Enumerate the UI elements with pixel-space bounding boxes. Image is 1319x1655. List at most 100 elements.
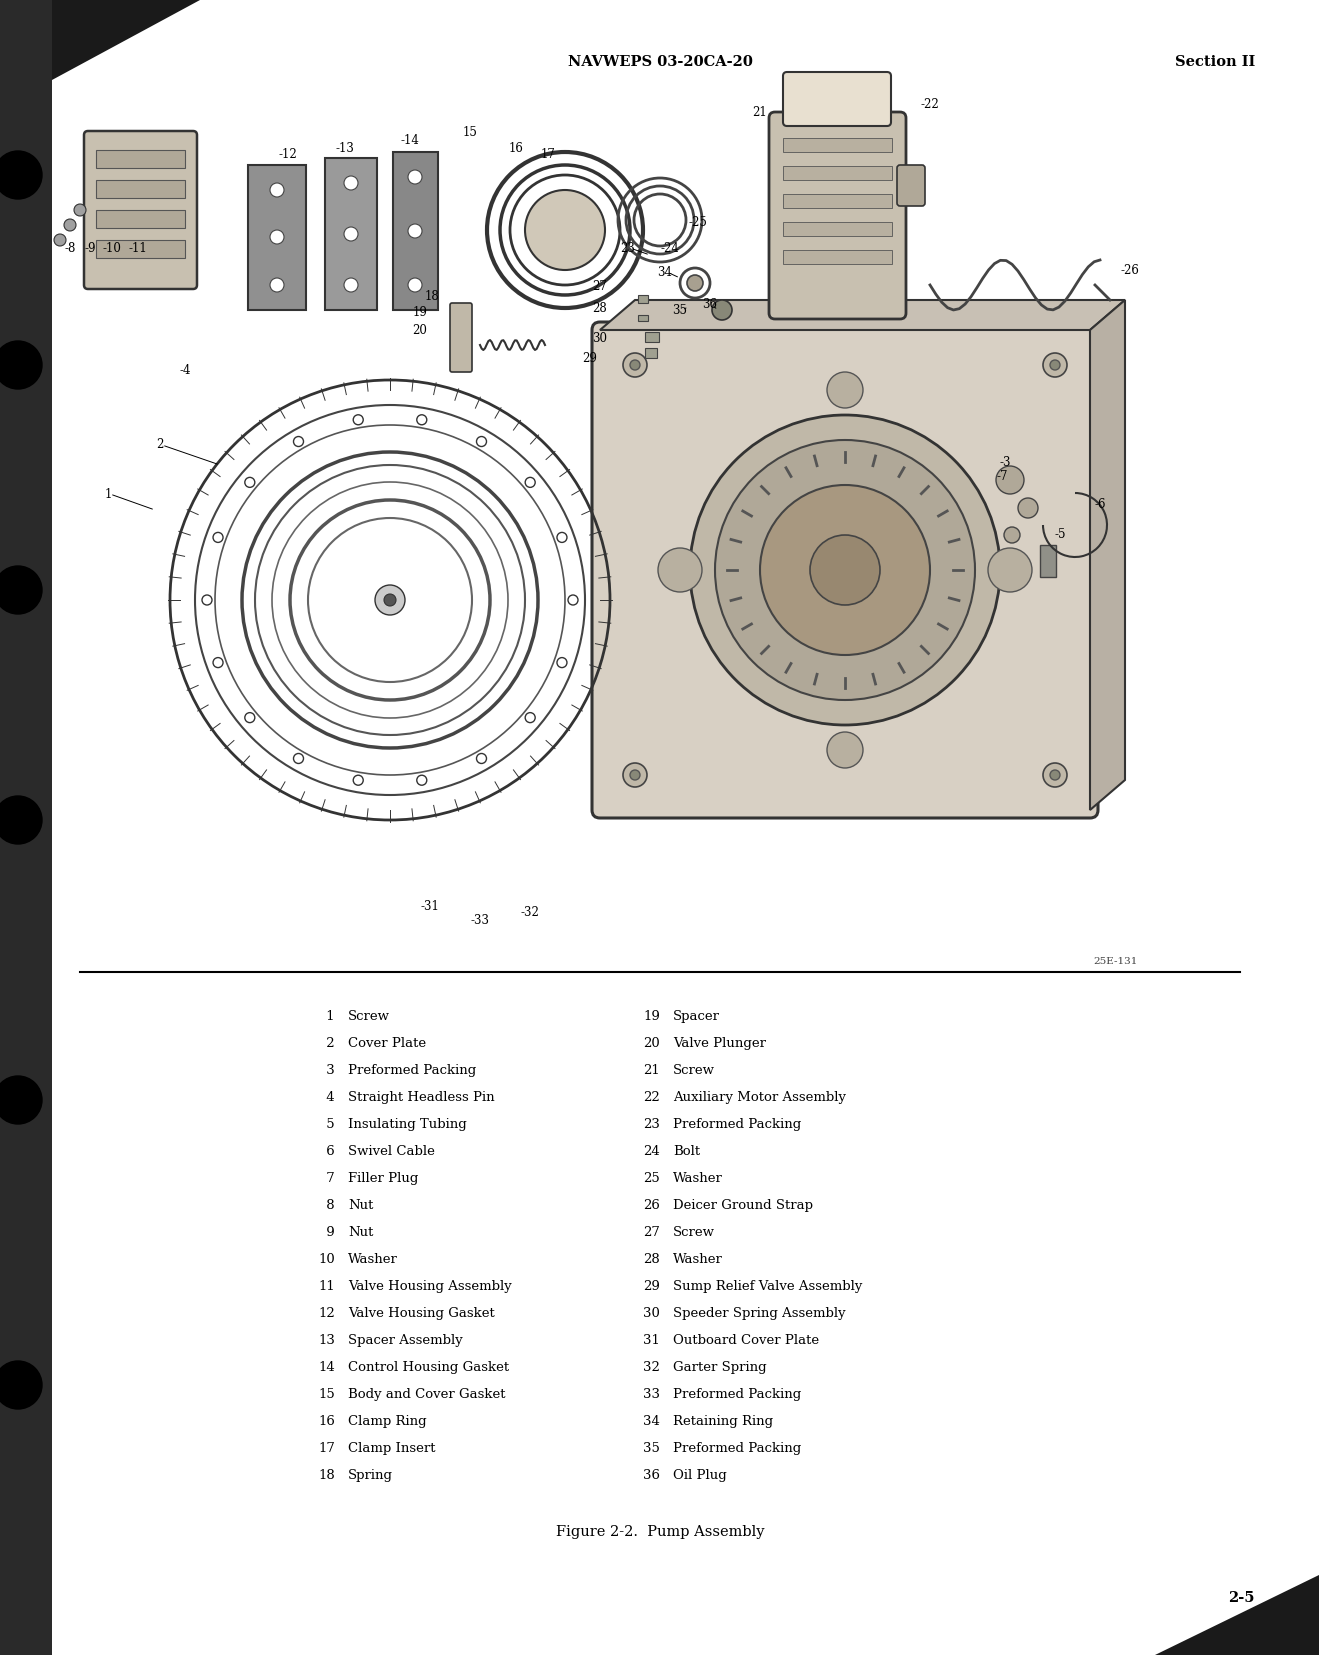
Circle shape bbox=[344, 227, 357, 242]
Polygon shape bbox=[1089, 300, 1125, 809]
Text: 15: 15 bbox=[318, 1389, 335, 1402]
Text: 20: 20 bbox=[644, 1038, 660, 1049]
Text: 30: 30 bbox=[592, 331, 608, 344]
Text: Screw: Screw bbox=[673, 1226, 715, 1240]
Text: Valve Housing Gasket: Valve Housing Gasket bbox=[348, 1307, 495, 1321]
Text: 27: 27 bbox=[592, 280, 608, 293]
Circle shape bbox=[476, 437, 487, 447]
Text: Washer: Washer bbox=[673, 1253, 723, 1266]
Circle shape bbox=[557, 533, 567, 543]
Circle shape bbox=[353, 775, 363, 784]
Text: 19: 19 bbox=[644, 1010, 660, 1023]
Text: 23: 23 bbox=[620, 242, 636, 255]
Circle shape bbox=[294, 753, 303, 763]
Text: 18: 18 bbox=[318, 1470, 335, 1481]
Text: Filler Plug: Filler Plug bbox=[348, 1172, 418, 1185]
Text: -9: -9 bbox=[84, 242, 96, 255]
Text: 24: 24 bbox=[644, 1145, 660, 1158]
Polygon shape bbox=[1155, 1576, 1319, 1655]
Text: -22: -22 bbox=[921, 99, 939, 111]
Circle shape bbox=[623, 763, 648, 788]
Text: -11: -11 bbox=[129, 242, 148, 255]
Text: Screw: Screw bbox=[673, 1064, 715, 1077]
Text: 15: 15 bbox=[463, 126, 477, 139]
Circle shape bbox=[270, 278, 284, 291]
Text: -10: -10 bbox=[103, 242, 121, 255]
Text: Washer: Washer bbox=[673, 1172, 723, 1185]
Text: -4: -4 bbox=[179, 364, 191, 376]
Circle shape bbox=[630, 770, 640, 780]
Text: Swivel Cable: Swivel Cable bbox=[348, 1145, 435, 1158]
Text: -33: -33 bbox=[471, 914, 489, 927]
Circle shape bbox=[525, 190, 605, 270]
Text: 5: 5 bbox=[322, 1119, 335, 1130]
Text: 30: 30 bbox=[644, 1307, 660, 1321]
Bar bbox=[96, 151, 185, 169]
Bar bbox=[638, 295, 648, 303]
Text: 21: 21 bbox=[644, 1064, 660, 1077]
Text: 19: 19 bbox=[413, 306, 427, 318]
Bar bbox=[783, 250, 892, 265]
Circle shape bbox=[0, 1360, 42, 1408]
Text: Sump Relief Valve Assembly: Sump Relief Valve Assembly bbox=[673, 1279, 863, 1293]
Bar bbox=[783, 137, 892, 152]
Circle shape bbox=[988, 548, 1031, 592]
Text: 28: 28 bbox=[644, 1253, 660, 1266]
Circle shape bbox=[270, 230, 284, 243]
Text: Bolt: Bolt bbox=[673, 1145, 700, 1158]
Text: 6: 6 bbox=[322, 1145, 335, 1158]
Text: Screw: Screw bbox=[348, 1010, 390, 1023]
FancyBboxPatch shape bbox=[592, 323, 1097, 818]
Text: 3: 3 bbox=[322, 1064, 335, 1077]
Circle shape bbox=[525, 477, 536, 487]
Text: 2: 2 bbox=[322, 1038, 335, 1049]
Circle shape bbox=[408, 278, 422, 291]
Circle shape bbox=[0, 341, 42, 389]
Text: -3: -3 bbox=[1000, 455, 1010, 468]
Bar bbox=[96, 210, 185, 228]
Text: 10: 10 bbox=[318, 1253, 335, 1266]
Circle shape bbox=[65, 218, 77, 232]
Circle shape bbox=[827, 372, 863, 409]
Text: 34: 34 bbox=[657, 265, 673, 278]
Text: 26: 26 bbox=[644, 1198, 660, 1211]
Text: 9: 9 bbox=[322, 1226, 335, 1240]
Circle shape bbox=[760, 485, 930, 655]
Text: Washer: Washer bbox=[348, 1253, 398, 1266]
Text: 35: 35 bbox=[673, 303, 687, 316]
Text: 29: 29 bbox=[644, 1279, 660, 1293]
Text: -5: -5 bbox=[1054, 528, 1066, 541]
Circle shape bbox=[690, 415, 1000, 725]
Text: Clamp Insert: Clamp Insert bbox=[348, 1442, 435, 1455]
Polygon shape bbox=[51, 0, 200, 79]
Bar bbox=[96, 240, 185, 258]
Text: 13: 13 bbox=[318, 1334, 335, 1347]
Circle shape bbox=[525, 713, 536, 723]
Text: Auxiliary Motor Assembly: Auxiliary Motor Assembly bbox=[673, 1091, 845, 1104]
Text: 23: 23 bbox=[644, 1119, 660, 1130]
Text: -24: -24 bbox=[661, 242, 679, 255]
Bar bbox=[783, 222, 892, 237]
Text: 8: 8 bbox=[322, 1198, 335, 1211]
Bar bbox=[324, 157, 377, 309]
Text: -26: -26 bbox=[1121, 263, 1140, 276]
Text: Valve Plunger: Valve Plunger bbox=[673, 1038, 766, 1049]
Text: 1: 1 bbox=[322, 1010, 335, 1023]
Text: -8: -8 bbox=[65, 242, 75, 255]
Text: Valve Housing Assembly: Valve Housing Assembly bbox=[348, 1279, 512, 1293]
Text: 20: 20 bbox=[413, 323, 427, 336]
Circle shape bbox=[557, 657, 567, 667]
Text: -32: -32 bbox=[521, 905, 539, 919]
Text: 31: 31 bbox=[644, 1334, 660, 1347]
Circle shape bbox=[687, 275, 703, 291]
Text: Nut: Nut bbox=[348, 1226, 373, 1240]
Text: Control Housing Gasket: Control Housing Gasket bbox=[348, 1360, 509, 1374]
Text: 16: 16 bbox=[509, 141, 524, 154]
Bar bbox=[0, 0, 51, 1655]
Circle shape bbox=[1050, 361, 1060, 371]
Text: 25: 25 bbox=[644, 1172, 660, 1185]
Text: 27: 27 bbox=[644, 1226, 660, 1240]
FancyBboxPatch shape bbox=[450, 303, 472, 372]
Circle shape bbox=[214, 657, 223, 667]
Text: Straight Headless Pin: Straight Headless Pin bbox=[348, 1091, 495, 1104]
